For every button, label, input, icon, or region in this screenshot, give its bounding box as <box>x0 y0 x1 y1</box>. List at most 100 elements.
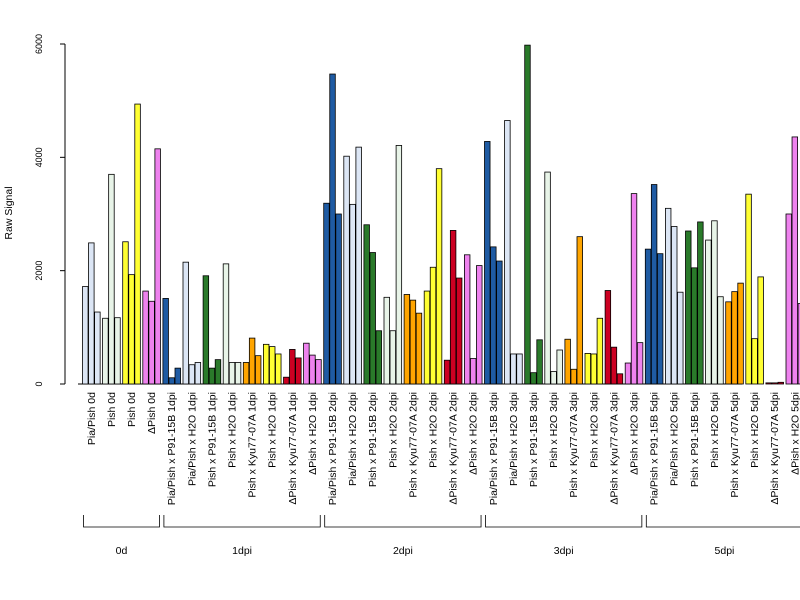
bar <box>162 298 169 385</box>
bar <box>610 346 618 385</box>
bar <box>423 290 431 385</box>
bar <box>383 296 390 385</box>
category-label: Pish x Kyu77-07A 5dpi <box>729 392 741 498</box>
bar <box>596 317 604 385</box>
group-label: 0d <box>116 545 128 557</box>
bar <box>82 286 89 385</box>
bar <box>504 120 511 385</box>
bar <box>309 354 316 385</box>
bar <box>665 207 672 385</box>
category-label: Pish x H2O 1dpi <box>267 392 279 468</box>
bar <box>616 373 624 385</box>
bar <box>295 357 302 385</box>
group-bracket <box>485 515 643 528</box>
category-label: Pish x Kyu77-07A 3dpi <box>568 392 580 498</box>
bar <box>315 359 322 385</box>
bar <box>496 260 503 385</box>
bar <box>671 226 678 385</box>
category-label: Pish 0d <box>106 392 118 427</box>
category-label: Pish x H2O 3dpi <box>548 392 560 468</box>
bar <box>375 330 382 385</box>
category-labels: Pia/Pish 0d Pish 0d Pish 0d ΔPish 0d Pia/Pis… <box>86 392 800 505</box>
bar <box>657 253 664 385</box>
bar <box>705 239 712 385</box>
category-label: Pia/Pish x P91-15B 3dpi <box>488 392 500 505</box>
bar <box>685 230 692 385</box>
bar <box>630 193 638 385</box>
bar <box>114 317 121 385</box>
category-label: Pish x Kyu77-07A 2dpi <box>407 392 419 498</box>
bar <box>108 173 115 385</box>
bar <box>234 362 242 385</box>
category-label: Pish 0d <box>126 392 138 427</box>
category-label: Pish x Kyu77-07A 1dpi <box>247 392 259 498</box>
category-label: Pia/Pish x H2O 5dpi <box>669 392 681 486</box>
bar <box>208 367 216 385</box>
category-label: Pish x H2O 1dpi <box>227 392 239 468</box>
bar <box>389 330 396 385</box>
bar <box>765 382 772 385</box>
bar <box>323 202 330 385</box>
bar <box>222 263 230 385</box>
bar <box>168 377 175 385</box>
category-label: ΔPish x Kyu77-07A 3dpi <box>608 392 620 505</box>
category-label: Pish x P91-15B 1dpi <box>206 392 218 487</box>
category-label: Pish x H2O 5dpi <box>709 392 721 468</box>
bar <box>369 252 376 385</box>
category-label: ΔPish x H2O 3dpi <box>629 392 641 475</box>
bar <box>455 277 463 385</box>
y-tick-label: 6000 <box>34 34 44 54</box>
group-label: 5dpi <box>715 545 735 557</box>
bar <box>476 265 483 385</box>
bar <box>524 44 531 385</box>
bar <box>174 367 181 385</box>
bar <box>148 300 155 385</box>
category-label: Pish x H2O 3dpi <box>588 392 600 468</box>
bar <box>544 171 551 385</box>
bar <box>604 290 612 385</box>
bar <box>194 362 202 385</box>
bar <box>785 213 792 385</box>
bar <box>134 103 141 385</box>
category-label: Pish x P91-15B 2dpi <box>367 392 379 487</box>
category-label: Pish x P91-15B 3dpi <box>528 392 540 487</box>
bar <box>510 353 517 385</box>
bar <box>409 299 417 385</box>
bar <box>650 184 658 385</box>
bar <box>697 221 704 385</box>
bar <box>188 364 196 385</box>
category-label: Pia/Pish x H2O 2dpi <box>347 392 359 486</box>
bar <box>202 275 210 385</box>
y-tick-label: 4000 <box>34 147 44 167</box>
bar <box>516 353 523 385</box>
bar <box>797 303 800 385</box>
bar <box>355 146 362 385</box>
bar <box>570 368 577 385</box>
category-label: ΔPish x H2O 1dpi <box>307 392 319 475</box>
group-label: 2dpi <box>393 545 413 557</box>
bar <box>269 346 276 385</box>
bar <box>590 353 597 385</box>
group-bracket <box>163 515 321 528</box>
bar <box>303 342 310 385</box>
bar <box>550 371 557 385</box>
category-label: ΔPish 0d <box>146 392 158 434</box>
category-label: ΔPish x H2O 5dpi <box>789 392 800 475</box>
bar-series <box>82 44 800 385</box>
bar <box>242 362 250 385</box>
bar <box>644 248 652 385</box>
bar <box>275 353 282 385</box>
bar <box>214 359 222 385</box>
bar <box>490 246 497 385</box>
bar <box>636 342 644 385</box>
bar <box>254 355 262 385</box>
y-axis: 0 2000 4000 6000 <box>34 34 66 387</box>
category-label: ΔPish x Kyu77-07A 5dpi <box>769 392 781 505</box>
bar <box>463 254 471 385</box>
bar <box>415 312 423 385</box>
bar <box>737 282 744 385</box>
bar <box>771 382 778 385</box>
bar <box>745 193 752 385</box>
bar <box>228 362 236 385</box>
bar <box>717 296 724 385</box>
